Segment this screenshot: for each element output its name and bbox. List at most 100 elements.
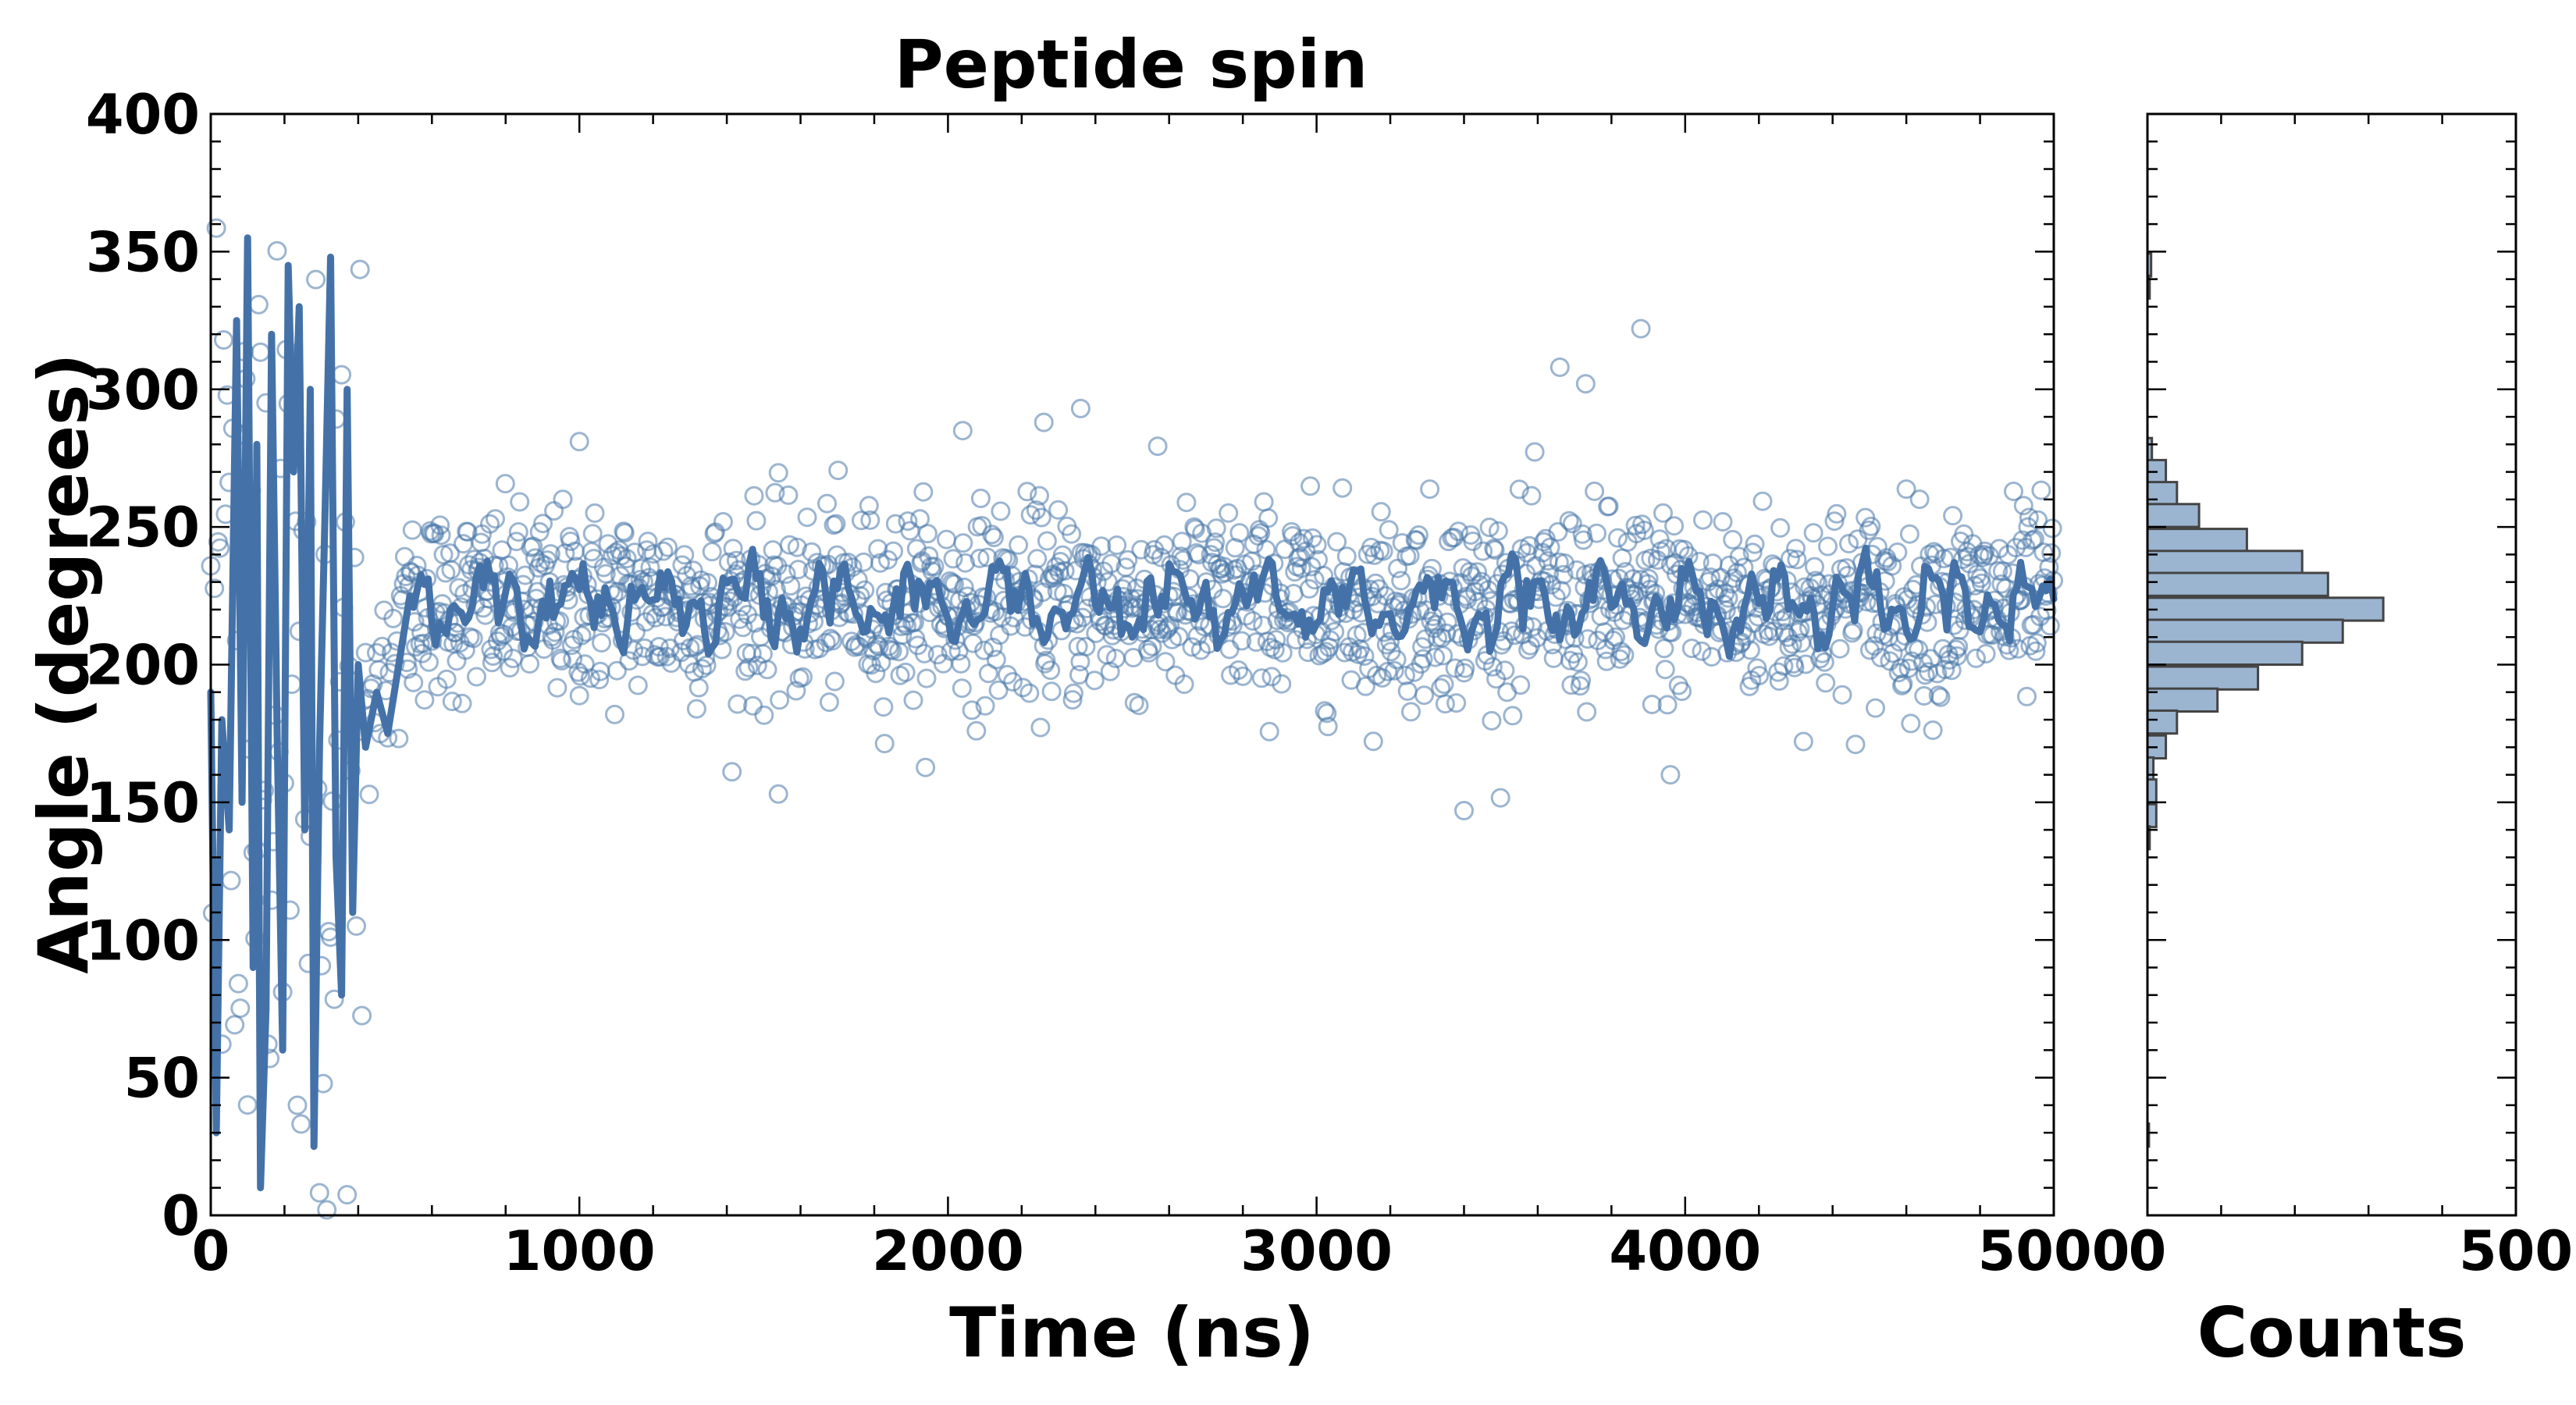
scatter-point — [713, 512, 733, 532]
scatter-point — [1640, 579, 1660, 599]
scatter-point — [571, 625, 592, 646]
scatter-point — [2024, 529, 2044, 550]
scatter-point — [1213, 589, 1233, 609]
scatter-point — [1363, 731, 1383, 752]
scatter-point — [317, 1200, 337, 1220]
scatter-point — [1654, 638, 1674, 659]
scatter-point — [359, 784, 379, 805]
scatter-point — [859, 496, 879, 516]
scatter-point — [487, 631, 507, 651]
scatter-point — [1439, 532, 1459, 552]
scatter-point — [582, 524, 603, 544]
scatter-point — [658, 537, 678, 557]
scatter-point — [898, 511, 918, 532]
scatter-point — [1827, 503, 1847, 524]
x-tick-label: 0 — [192, 1219, 230, 1283]
y-tick-label: 50 — [124, 1047, 200, 1111]
scatter-point — [1740, 640, 1760, 660]
scatter-point — [1395, 665, 1415, 685]
scatter-point — [482, 653, 502, 673]
scatter-point — [1567, 652, 1588, 672]
scatter-point — [251, 342, 271, 362]
scatter-point — [1206, 518, 1226, 539]
scatter-point — [937, 529, 956, 550]
scatter-point — [309, 1183, 329, 1203]
scatter-point — [1030, 717, 1051, 738]
scatter-point — [982, 525, 1002, 545]
scatter-point — [1662, 622, 1682, 642]
scatter-point — [910, 509, 930, 529]
scatter-point — [467, 667, 486, 687]
scatter-point — [1946, 639, 1966, 660]
scatter-point — [1947, 646, 1967, 666]
scatter-point — [1129, 695, 1149, 716]
scatter-point — [1784, 657, 1805, 678]
y-tick-label: 100 — [86, 909, 200, 973]
scatter-point — [1979, 546, 1999, 566]
scatter-point — [1364, 545, 1385, 565]
scatter-point — [1577, 702, 1597, 722]
scatter-point — [1749, 666, 1770, 685]
scatter-point — [1866, 698, 1885, 718]
scatter-point — [1336, 546, 1357, 567]
scatter-point — [828, 461, 849, 481]
scatter-point — [955, 553, 976, 573]
scatter-point — [1818, 536, 1838, 557]
scatter-point — [419, 652, 439, 672]
scatter-point — [1327, 532, 1347, 552]
scatter-point — [1830, 638, 1850, 659]
scatter-point — [1562, 514, 1582, 534]
scatter-point — [802, 542, 822, 562]
scatter-point — [1420, 479, 1440, 500]
histogram-bar — [2146, 481, 2179, 507]
scatter-point — [1521, 486, 1542, 506]
scatter-point — [1729, 546, 1749, 567]
scatter-point — [1434, 674, 1454, 694]
scatter-point — [1575, 374, 1596, 394]
scatter-point — [1788, 622, 1808, 642]
scatter-point — [779, 535, 799, 555]
scatter-point — [1660, 765, 1681, 785]
scatter-point — [2031, 480, 2051, 500]
scatter-point — [580, 668, 600, 688]
scatter-point — [603, 546, 623, 566]
scatter-point — [965, 613, 985, 633]
scatter-point — [1020, 505, 1041, 525]
scatter-point — [225, 1015, 245, 1035]
scatter-point — [1888, 542, 1908, 562]
scatter-point — [723, 539, 743, 559]
scatter-point — [1300, 476, 1321, 496]
scatter-point — [1187, 542, 1207, 563]
scatter-point — [903, 690, 923, 710]
scatter-point — [544, 501, 564, 521]
scatter-point — [221, 870, 241, 891]
scatter-point — [1653, 503, 1673, 523]
scatter-point — [1967, 564, 1987, 585]
scatter-point — [1723, 529, 1743, 550]
scatter-point — [533, 514, 553, 534]
scatter-point — [851, 510, 871, 531]
scatter-point — [738, 657, 759, 678]
scatter-point — [206, 218, 226, 238]
scatter-point — [442, 692, 462, 712]
scatter-point — [895, 662, 916, 682]
scatter-point — [1317, 703, 1337, 724]
running-average-line — [207, 234, 2058, 1192]
scatter-point — [1909, 489, 1930, 510]
scatter-point — [686, 699, 706, 719]
scatter-point — [550, 611, 570, 631]
scatter-point — [543, 630, 563, 650]
scatter-point — [1124, 692, 1144, 713]
x-axis-label: Time (ns) — [949, 1293, 1315, 1373]
histogram-bar — [2146, 778, 2158, 804]
scatter-point — [463, 628, 483, 649]
y-axis-tick-labels: 0 50 100 150 200 250 300 350 400 — [86, 83, 200, 1248]
scatter-point — [895, 613, 915, 633]
scatter-point — [1482, 656, 1503, 677]
scatter-point — [1425, 647, 1446, 667]
scatter-point — [1490, 788, 1510, 808]
scatter-point — [1041, 681, 1062, 702]
scatter-point — [1315, 642, 1336, 662]
scatter-point — [1205, 532, 1226, 553]
